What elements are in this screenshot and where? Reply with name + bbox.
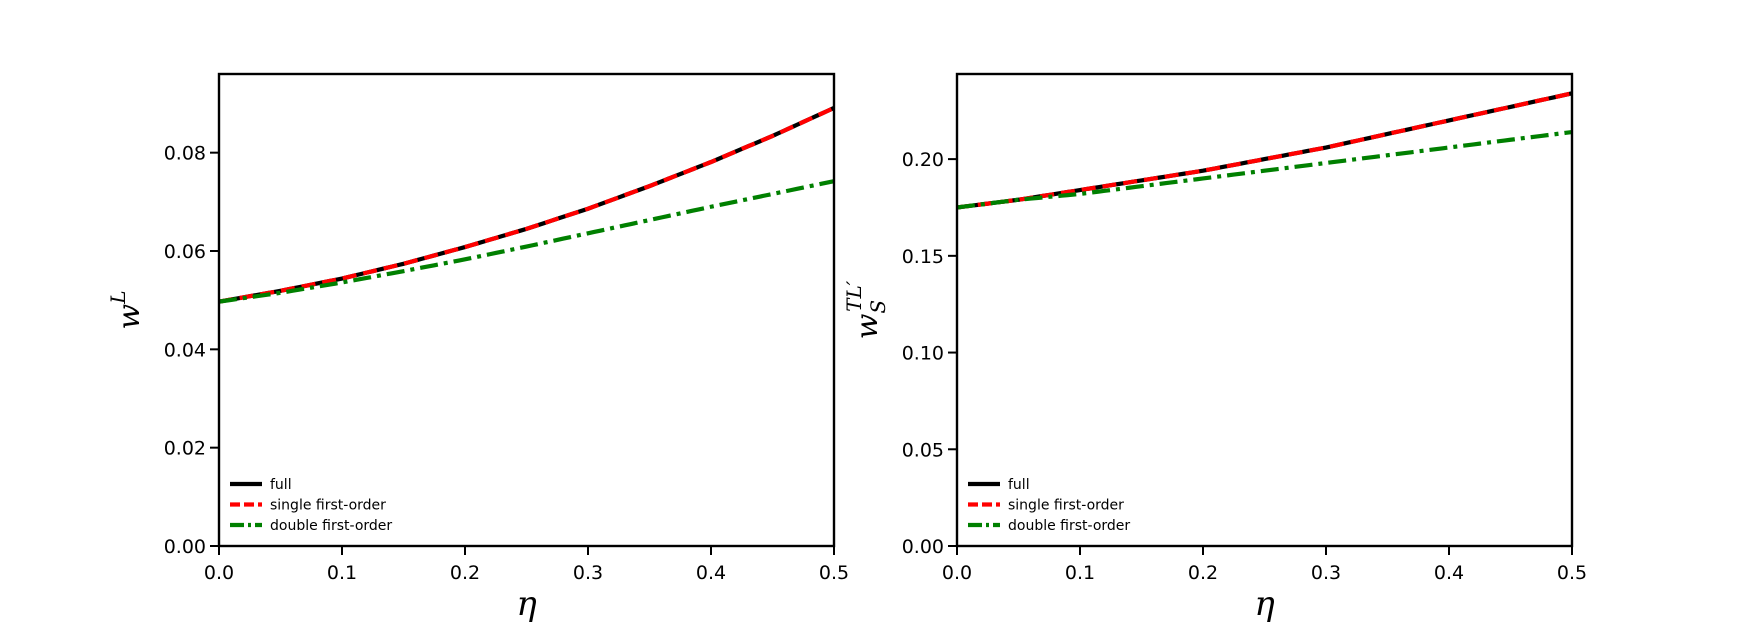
x-axis-label: η: [1254, 584, 1275, 623]
y-tick-label: 0.05: [902, 439, 944, 461]
x-tick-label: 0.5: [819, 562, 849, 584]
series-line-3: [956, 129, 1573, 210]
x-tick-label: 0.3: [573, 562, 603, 584]
series-line-3: [218, 179, 835, 304]
x-tick-label: 0.4: [1434, 562, 1464, 584]
series-line-2: [956, 91, 1573, 210]
chart-panel-2: 0.0 0.1 0.2 0.3 0.4 0.5 0.00 0.05 0.10 0.15 0.20 η w…: [842, 72, 1587, 623]
x-tick-label: 0.1: [1065, 562, 1095, 584]
series-line-1: [218, 106, 835, 304]
x-tick-label: 0.2: [450, 562, 480, 584]
legend-label-3: double first-order: [1008, 518, 1130, 534]
y-tick-label: 0.08: [164, 143, 206, 165]
x-tick-label: 0.5: [1557, 562, 1587, 584]
legend-label-1: full: [1008, 477, 1030, 493]
series-line-1: [956, 91, 1573, 210]
y-tick-label: 0.00: [902, 536, 944, 558]
legend-label-3: double first-order: [270, 518, 392, 534]
plot-frame: [955, 72, 1574, 548]
y-tick-label: 0.02: [164, 438, 206, 460]
legend-label-2: single first-order: [1008, 498, 1124, 514]
y-axis-label: wSTL′: [842, 280, 890, 339]
x-tick-label: 0.1: [327, 562, 357, 584]
y-tick-label: 0.20: [902, 149, 944, 171]
y-tick-label: 0.06: [164, 241, 206, 263]
x-axis-label: η: [516, 584, 537, 623]
y-tick-label: 0.10: [902, 343, 944, 365]
x-tick-label: 0.2: [1188, 562, 1218, 584]
series-line-2: [218, 106, 835, 304]
legend: full single first-order double first-order: [230, 477, 392, 534]
x-tick-label: 0.3: [1311, 562, 1341, 584]
x-tick-label: 0.4: [696, 562, 726, 584]
y-tick-label: 0.00: [164, 536, 206, 558]
chart-panel-1: 0.0 0.1 0.2 0.3 0.4 0.5 0.00 0.02 0.04 0.06 0.08 η w…: [106, 72, 849, 623]
x-tick-label: 0.0: [942, 562, 972, 584]
y-tick-label: 0.04: [164, 339, 206, 361]
legend: full single first-order double first-order: [968, 477, 1130, 534]
legend-label-1: full: [270, 477, 292, 493]
y-tick-label: 0.15: [902, 246, 944, 268]
y-axis-label: wL: [106, 291, 147, 330]
x-tick-label: 0.0: [204, 562, 234, 584]
legend-label-2: single first-order: [270, 498, 386, 514]
plot-frame: [217, 72, 836, 548]
